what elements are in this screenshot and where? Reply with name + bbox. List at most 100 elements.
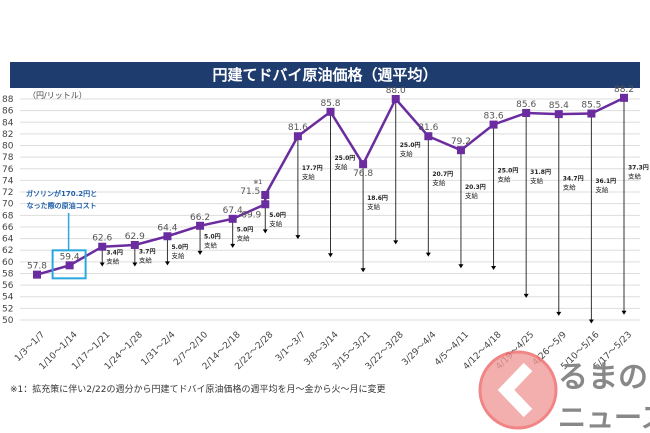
subsidy-label: 支給 <box>432 178 446 187</box>
data-label: 81.6 <box>418 123 438 133</box>
data-label: 85.4 <box>549 101 569 111</box>
y-tick-label: 68 <box>2 211 14 221</box>
y-tick-label: 50 <box>2 316 14 326</box>
y-tick-label: 52 <box>2 304 13 314</box>
subsidy-amount: 18.6円 <box>367 195 388 202</box>
arrow-head <box>491 265 497 270</box>
data-point <box>554 110 563 119</box>
subsidy-amount: 20.3円 <box>465 184 486 191</box>
x-tick-label: 1/3～1/7 <box>13 330 47 364</box>
subsidy-amount: 36.1円 <box>595 178 616 185</box>
data-label: 81.6 <box>288 123 308 133</box>
subsidy-label: 支給 <box>106 257 120 266</box>
watermark-logo: るまの ニュース <box>478 350 650 433</box>
arrow-head <box>393 240 399 245</box>
subsidy-amount: 5.0円 <box>269 212 286 219</box>
subsidy-amount: 3.4円 <box>106 250 123 257</box>
subsidy-label: 支給 <box>595 185 609 194</box>
subsidy-amount: 34.7円 <box>563 176 584 183</box>
footnote: ※1：拡充策に伴い2/22の週分から円建てドバイ原油価格の週平均を月～金から火～… <box>10 385 386 395</box>
data-label: 88.2 <box>614 85 634 95</box>
y-tick-label: 84 <box>2 118 14 128</box>
annotation-text: ガソリンが170.2円と <box>26 189 97 198</box>
subsidy-amount: 31.8円 <box>530 169 551 176</box>
data-label: 76.8 <box>353 169 373 179</box>
arrow-head <box>295 235 301 240</box>
subsidy-amount: 5.0円 <box>171 244 188 251</box>
data-point <box>424 132 433 141</box>
data-label: 85.6 <box>516 100 536 110</box>
y-tick-label: 78 <box>2 153 14 163</box>
data-point <box>196 221 205 230</box>
arrow-head <box>132 262 138 267</box>
watermark-text-1: るまの <box>558 360 648 395</box>
data-point <box>228 214 237 223</box>
data-point <box>261 200 270 209</box>
subsidy-amount: 5.0円 <box>237 226 254 233</box>
arrow-head <box>425 252 431 257</box>
subsidy-label: 支給 <box>400 149 414 158</box>
data-point <box>130 240 139 249</box>
subsidy-amount: 25.0円 <box>498 168 519 175</box>
subsidy-label: 支給 <box>269 219 283 228</box>
y-axis-label: （円/リットル） <box>28 91 87 100</box>
y-tick-label: 66 <box>2 223 14 233</box>
y-tick-label: 82 <box>2 130 13 140</box>
data-point <box>293 132 302 141</box>
y-tick-label: 74 <box>2 176 14 186</box>
subsidy-amount: 20.7円 <box>432 171 453 178</box>
data-label: 57.8 <box>27 262 47 272</box>
arrow-head <box>197 250 203 255</box>
data-label: 85.8 <box>320 99 340 109</box>
y-tick-label: 60 <box>2 258 14 268</box>
y-tick-label: 54 <box>2 293 14 303</box>
x-tick-label: 1/31～2/4 <box>140 330 178 368</box>
y-tick-label: 88 <box>2 95 14 105</box>
subsidy-amount: 5.0円 <box>204 233 221 240</box>
watermark-text-2: ニュース <box>558 401 650 433</box>
y-tick-label: 76 <box>2 165 14 175</box>
footnote-marker: ※1 <box>253 179 262 186</box>
data-label: 66.2 <box>190 213 210 223</box>
subsidy-amount: 25.0円 <box>335 155 356 162</box>
arrow-head <box>458 264 464 269</box>
data-point <box>522 108 531 117</box>
subsidy-amount: 3.7円 <box>139 249 156 256</box>
subsidy-amount: 37.3円 <box>628 164 649 171</box>
data-label: 83.6 <box>484 112 504 122</box>
data-label: 62.9 <box>125 232 145 242</box>
subsidy-label: 支給 <box>335 162 349 171</box>
data-label-extra: 71.5 <box>240 187 260 197</box>
subsidy-label: 支給 <box>498 175 512 184</box>
data-label: 62.6 <box>92 234 112 244</box>
data-label: 64.4 <box>157 223 177 233</box>
data-point <box>620 93 628 102</box>
chart-title: 円建てドバイ原油価格（週平均） <box>10 62 640 88</box>
data-label: 79.2 <box>451 137 471 147</box>
y-tick-label: 64 <box>2 235 14 245</box>
data-label: 69.9 <box>241 210 261 220</box>
data-point <box>456 146 465 155</box>
subsidy-label: 支給 <box>204 240 218 249</box>
y-tick-label: 56 <box>2 281 14 291</box>
arrow-head <box>230 243 236 248</box>
arrow-head <box>328 253 333 258</box>
y-tick-label: 72 <box>2 188 13 198</box>
data-label: 85.5 <box>581 101 601 111</box>
series-line <box>36 96 625 276</box>
annotation-text: なった際の原油コスト <box>27 201 97 210</box>
arrow-head <box>164 261 170 266</box>
subsidy-label: 支給 <box>628 171 642 180</box>
data-label: 67.4 <box>223 206 243 216</box>
subsidy-label: 支給 <box>237 233 251 242</box>
y-tick-label: 58 <box>2 269 14 279</box>
data-point <box>489 120 498 129</box>
arrow-head <box>588 319 594 324</box>
data-point <box>391 95 400 103</box>
data-point <box>98 242 107 251</box>
arrow-head <box>621 310 627 315</box>
y-tick-label: 62 <box>2 246 13 256</box>
subsidy-label: 支給 <box>367 202 381 211</box>
x-tick-label: 3/29～4/4 <box>400 330 438 368</box>
